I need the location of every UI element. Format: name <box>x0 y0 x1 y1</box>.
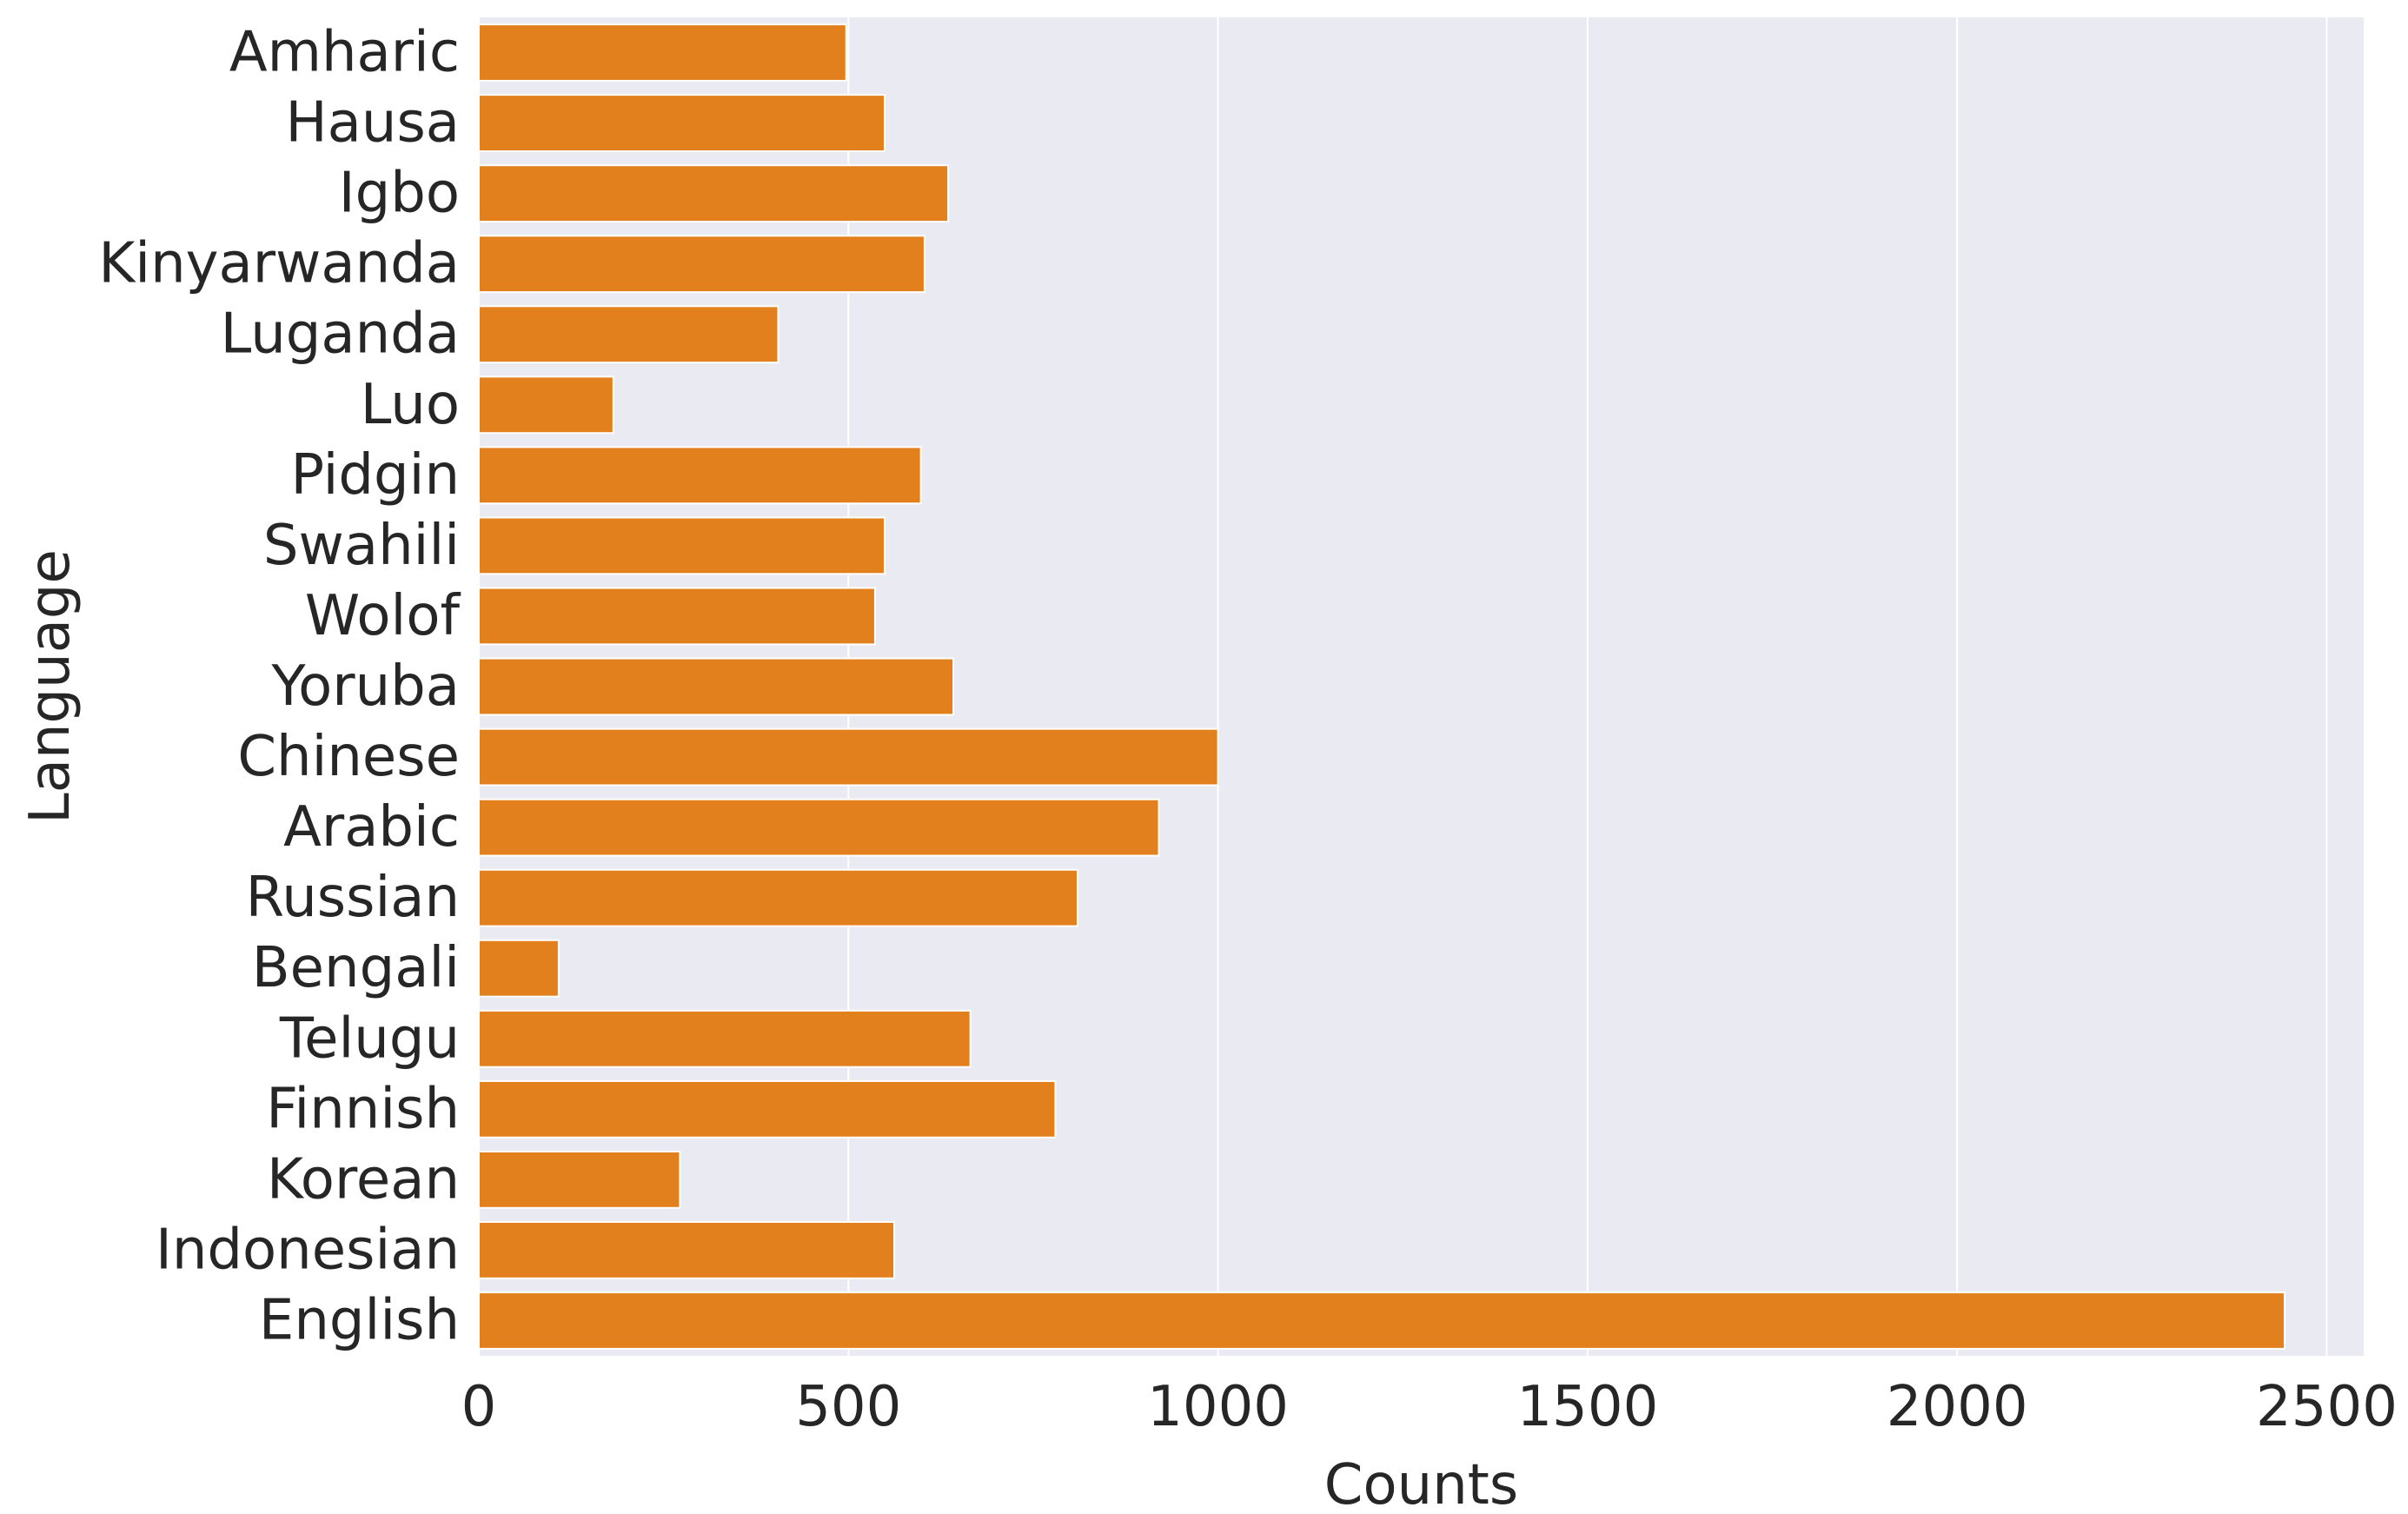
y-tick-label: Wolof <box>305 584 461 648</box>
bar-telugu <box>478 1009 972 1068</box>
y-tick-label: Swahili <box>263 514 460 578</box>
x-tick-label: 2000 <box>1887 1375 2028 1439</box>
bar-luganda <box>478 305 779 364</box>
y-tick-label: Arabic <box>283 795 460 860</box>
y-tick-label: Korean <box>267 1147 460 1212</box>
y-axis-title: Language <box>18 549 83 824</box>
x-tick-label: 0 <box>461 1375 497 1439</box>
bar-chinese <box>478 727 1219 787</box>
bar-wolof <box>478 587 876 646</box>
bar-hausa <box>478 94 886 152</box>
bar-igbo <box>478 164 950 223</box>
x-tick-label: 2500 <box>2256 1375 2398 1439</box>
y-tick-label: Pidgin <box>290 443 460 508</box>
y-tick-label: Telugu <box>279 1006 460 1071</box>
bars <box>478 23 2285 1350</box>
bar-bengali <box>478 939 560 998</box>
bar-finnish <box>478 1079 1057 1139</box>
y-tick-label: Luo <box>361 373 460 437</box>
y-tick-label: Chinese <box>237 725 460 789</box>
y-tick-label: Amharic <box>229 21 460 85</box>
y-tick-label: Luganda <box>221 302 460 367</box>
bar-indonesian <box>478 1221 896 1279</box>
y-tick-label: Kinyarwanda <box>98 232 460 296</box>
y-tick-label: Igbo <box>339 162 460 226</box>
x-tick-labels: 0 500 1000 1500 2000 2500 <box>461 1375 2398 1439</box>
bar-english <box>478 1292 2285 1350</box>
bar-korean <box>478 1150 681 1209</box>
bar-yoruba <box>478 657 955 716</box>
bar-russian <box>478 868 1078 927</box>
y-tick-label: Indonesian <box>156 1218 460 1282</box>
x-tick-label: 500 <box>795 1375 901 1439</box>
bar-swahili <box>478 516 886 575</box>
bar-arabic <box>478 798 1160 857</box>
bar-luo <box>478 375 614 435</box>
x-tick-label: 1500 <box>1516 1375 1658 1439</box>
bar-amharic <box>478 23 847 82</box>
bar-kinyarwanda <box>478 235 925 294</box>
y-tick-label: Finnish <box>266 1077 460 1141</box>
bar-pidgin <box>478 446 922 505</box>
x-axis-title: Counts <box>1324 1453 1518 1514</box>
y-tick-label: Russian <box>246 866 460 930</box>
y-tick-label: English <box>259 1288 460 1352</box>
y-tick-labels: AmharicHausaIgboKinyarwandaLugandaLuoPid… <box>98 21 461 1353</box>
y-tick-label: Bengali <box>252 936 460 1000</box>
y-tick-label: Yoruba <box>271 654 460 719</box>
x-tick-label: 1000 <box>1147 1375 1289 1439</box>
y-tick-label: Hausa <box>286 91 460 156</box>
